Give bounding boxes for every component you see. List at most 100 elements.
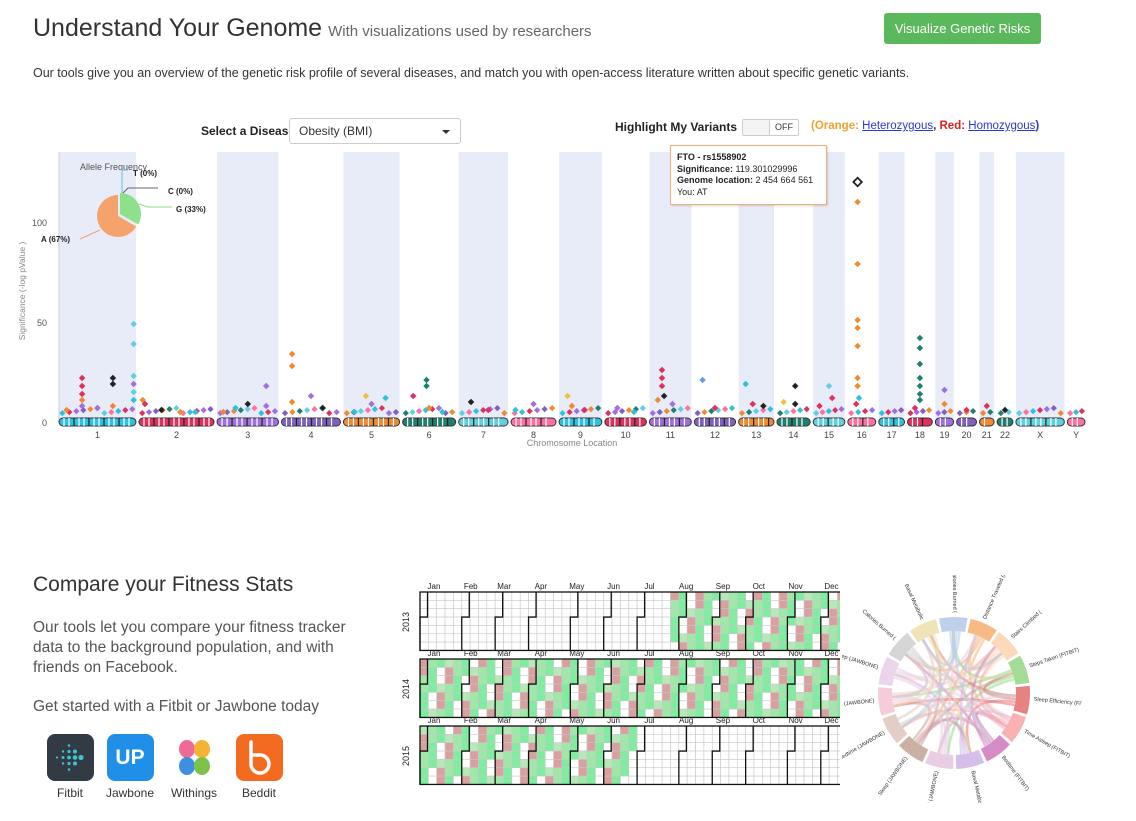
calendar-day-cell [436,759,446,769]
calendar-day-cell [503,767,513,777]
variant-point [854,374,861,382]
calendar-day-cell [419,759,429,769]
calendar-day-cell [444,742,454,752]
chromosome-band-5 [343,152,400,422]
chromosome-ideogram-14 [776,417,811,427]
calendar-day-cell [686,683,696,693]
calendar-day-cell [678,633,688,643]
calendar-day-cell [511,759,521,769]
calendar-day-cell [553,616,563,626]
calendar-month-outline [820,592,829,651]
calendar-day-cell [762,675,772,685]
chromosome-band-17 [878,152,905,422]
calendar-day-cell [469,625,479,635]
calendar-day-cell [544,750,554,760]
variant-point [130,396,137,404]
calendar-day-cell [503,775,513,785]
calendar-day-cell [778,759,788,769]
calendar-day-cell [828,734,838,744]
calendar-day-cell [803,767,813,777]
calendar-month-label: Dec [824,582,838,591]
calendar-day-cell [553,625,563,635]
calendar-day-cell [820,692,830,702]
calendar-day-cell [628,633,638,643]
calendar-month-label: Jul [644,716,654,725]
calendar-day-cell [553,725,563,735]
variant-point [711,404,719,412]
variant-point [854,316,861,324]
calendar-day-cell [595,767,605,777]
calendar-day-cell [762,750,772,760]
variant-point [122,407,129,414]
highlight-variants-toggle[interactable]: OFF [742,119,799,136]
calendar-day-cell [561,692,571,702]
calendar-month-label: Mar [497,716,511,725]
calendar-day-cell [469,767,479,777]
calendar-day-cell [812,625,822,635]
calendar-day-cell [511,625,521,635]
calendar-day-cell [812,692,822,702]
heterozygous-link[interactable]: Heterozygous [862,120,934,132]
chromosome-ideogram-4 [280,417,341,427]
chord-label: Basal Metabolic [969,770,983,803]
calendar-day-cell [561,675,571,685]
calendar-day-cell [653,692,663,702]
calendar-day-cell [620,708,630,718]
calendar-day-cell [503,591,513,601]
calendar-day-cell [770,692,780,702]
calendar-day-cell [720,742,730,752]
calendar-day-cell [686,658,696,668]
calendar-day-cell [753,600,763,610]
chord-ribbon [894,673,969,754]
calendar-day-cell [753,759,763,769]
variant-point [526,408,533,415]
calendar-day-cell [787,759,797,769]
withings-app[interactable]: Withings [164,734,224,800]
calendar-day-cell [762,742,772,752]
calendar-day-cell [603,616,613,626]
calendar-day-cell [787,616,797,626]
calendar-year-outline [419,658,840,719]
y-axis-label: Significance (-log pValue ) [17,242,27,341]
calendar-month-outline [603,592,612,651]
variant-point [129,406,136,413]
calendar-day-cell [645,683,655,693]
homozygous-link[interactable]: Homozygous [968,120,1036,132]
calendar-day-cell [436,683,446,693]
calendar-day-cell [611,667,621,676]
withings-label: Withings [170,786,217,800]
calendar-day-cell [611,658,621,668]
calendar-month-label: May [569,716,584,725]
calendar-day-cell [620,591,630,601]
calendar-day-cell [511,692,521,702]
visualize-genetic-risks-button[interactable]: Visualize Genetic Risks [884,13,1041,44]
fitbit-app[interactable]: Fitbit [40,734,100,800]
calendar-day-cell [661,750,671,760]
calendar-day-cell [428,616,437,626]
chord-label: Calories Burned ( [951,575,957,613]
calendar-day-cell [711,700,721,710]
calendar-day-cell [436,692,446,702]
jawbone-app[interactable]: UP Jawbone [100,734,160,800]
calendar-day-cell [436,625,446,635]
disease-select[interactable]: Obesity (BMI) [289,118,461,144]
calendar-day-cell [778,692,788,702]
calendar-day-cell [469,750,479,760]
beddit-app[interactable]: Beddit [229,734,289,800]
calendar-day-cell [661,608,671,618]
chord-group-arc [990,631,1019,661]
calendar-day-cell [736,683,746,693]
calendar-day-cell [820,750,830,760]
calendar-day-cell [686,775,696,785]
calendar-month-label: Nov [788,649,802,658]
calendar-day-cell [553,775,563,785]
calendar-day-cell [770,625,780,635]
calendar-month-label: Jul [644,649,654,658]
toggle-state: OFF [775,122,793,132]
calendar-day-cell [436,775,446,785]
variant-point [94,404,101,412]
calendar-day-cell [837,675,840,685]
calendar-day-cell [519,591,529,601]
calendar-day-cell [611,608,621,618]
calendar-day-cell [753,775,763,785]
